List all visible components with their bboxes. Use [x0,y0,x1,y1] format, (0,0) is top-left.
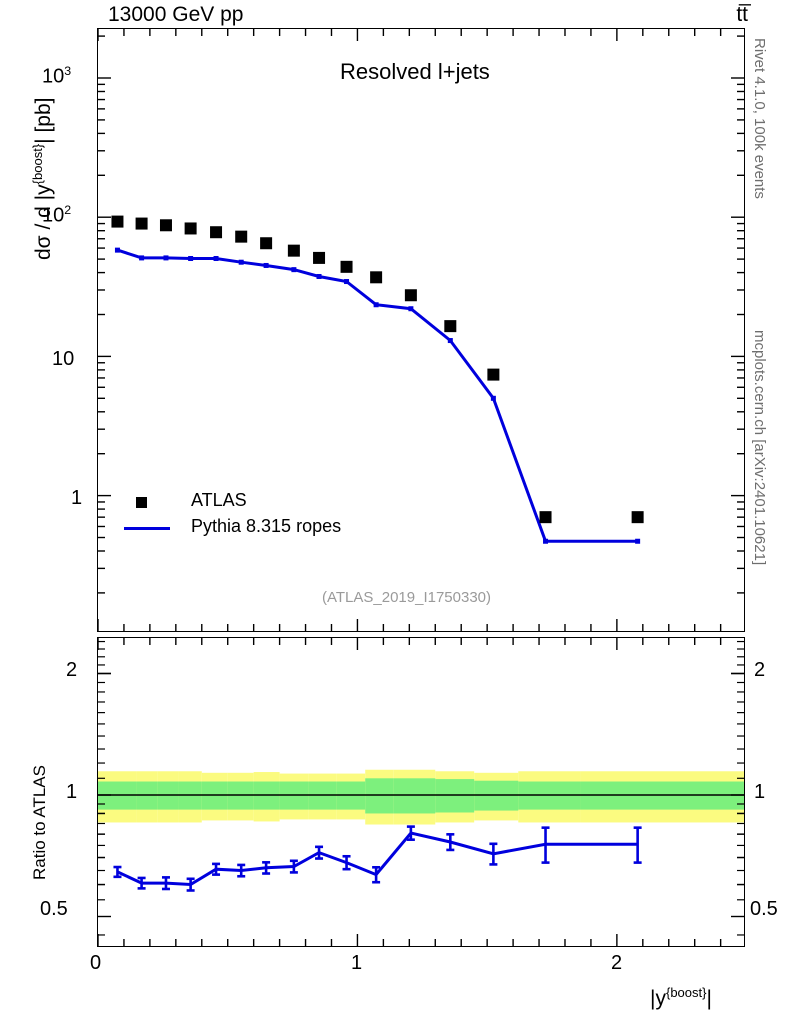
legend-label-pythia: Pythia 8.315 ropes [191,516,342,536]
xtick-label-1: 1 [351,952,363,974]
ylabel-sup: {boost} [30,143,45,185]
side-label-bottom: mcplots.cern.ch [arXiv:2401.10621] [751,330,786,565]
legend-item-atlas: ATLAS [128,489,428,515]
legend-item-pythia: Pythia 8.315 ropes [124,515,428,541]
header-left: 13000 GeV pp [108,3,244,26]
legend-label-atlas: ATLAS [191,490,247,510]
rivet-version-text: Rivet 4.1.0, 100k events [751,38,768,199]
page-title: Resolved l+jets [340,59,490,84]
ratio-ytick-label-1: 1 [66,781,78,803]
ratio-ytick-label-right-1: 1 [754,781,766,803]
ratio-ytick-label-2: 2 [66,659,78,681]
header-right: tt̅ [736,3,748,26]
xtick-label-0: 0 [90,952,102,974]
xtick-label-2: 2 [611,952,623,974]
xlabel-sup: {boost} [665,985,707,1000]
main-plot-svg [98,29,744,631]
side-label-top: Rivet 4.1.0, 100k events [751,38,786,199]
ytick-label-1: 1 [71,487,83,509]
analysis-watermark: (ATLAS_2019_I1750330) [322,589,492,606]
ratio-plot-area [97,637,745,947]
ratio-ytick-label-right-05: 0.5 [750,898,778,920]
legend-marker-square [136,497,147,508]
xlabel-post: | [706,987,712,1010]
legend: ATLAS Pythia 8.315 ropes [124,489,428,541]
ytick-label-100: 102 [42,203,72,227]
mcplots-source-text: mcplots.cern.ch [arXiv:2401.10621] [751,330,768,566]
ytick-label-1000: 103 [42,64,72,88]
ytick-label-10: 10 [52,348,75,370]
xaxis-label: |y{boost}| [650,985,712,1011]
ratio-plot-svg [98,638,744,946]
ratio-ytick-label-right-2: 2 [754,659,766,681]
legend-marker-line [124,527,170,530]
ratio-ytick-label-05: 0.5 [40,898,68,920]
ylabel-post: | [pb] [32,97,55,144]
main-plot-area [97,28,745,632]
xlabel-pre: |y [650,987,666,1010]
